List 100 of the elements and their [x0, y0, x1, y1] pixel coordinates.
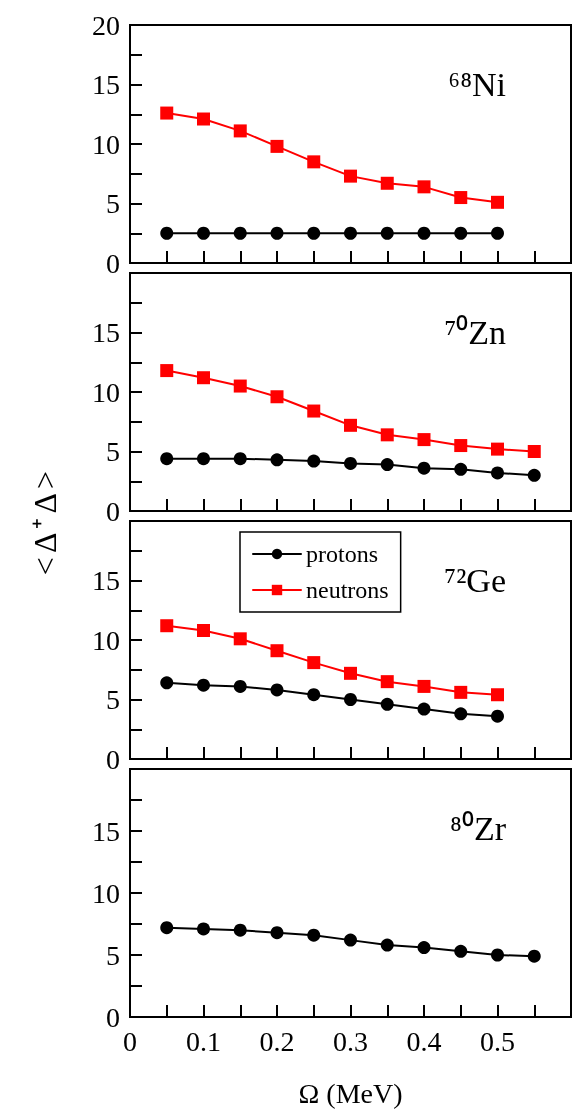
y-tick-label: 15	[92, 815, 120, 847]
point	[307, 155, 321, 169]
point	[454, 685, 468, 699]
y-tick-label: 0	[106, 495, 120, 527]
point	[491, 442, 504, 456]
y-tick-label: 10	[92, 877, 120, 909]
point	[527, 949, 541, 963]
point	[270, 453, 284, 467]
annotation: ⁸⁰Zr	[450, 809, 507, 847]
point	[160, 921, 174, 935]
point	[270, 226, 284, 240]
y-tick-label: 15	[92, 565, 120, 596]
point	[380, 938, 394, 952]
point	[307, 688, 321, 702]
point	[344, 169, 357, 183]
point	[491, 226, 504, 240]
point	[491, 709, 504, 723]
annotation: ⁶⁸Ni	[448, 65, 507, 103]
point	[417, 941, 431, 955]
point	[233, 379, 247, 393]
point	[380, 428, 394, 442]
y-tick-label: 20	[92, 9, 120, 41]
point	[380, 226, 394, 240]
y-tick-label: 10	[92, 128, 120, 160]
annotation: ⁷⁰Zn	[444, 313, 506, 351]
y-tick-label: 5	[106, 684, 120, 715]
x-tick-label: 0.4	[406, 1025, 442, 1057]
point	[233, 226, 247, 240]
point	[417, 679, 431, 693]
point	[527, 445, 541, 458]
point	[491, 948, 504, 962]
point	[307, 404, 321, 418]
point	[160, 226, 174, 240]
point	[344, 693, 357, 706]
point	[270, 926, 284, 940]
point	[454, 462, 468, 476]
point	[454, 707, 468, 721]
x-axis-title: Ω (MeV)	[298, 1077, 403, 1109]
point	[197, 922, 210, 936]
y-tick-label: 0	[106, 743, 120, 775]
point	[270, 644, 284, 658]
point	[380, 675, 394, 689]
point	[197, 112, 210, 126]
point	[454, 226, 468, 240]
point	[197, 678, 210, 692]
y-tick-label: 5	[106, 188, 120, 219]
point	[344, 456, 357, 470]
y-tick-label: 5	[106, 436, 120, 467]
x-tick-label: 0.5	[480, 1025, 515, 1057]
legend-label: protons	[306, 541, 378, 567]
point	[197, 226, 210, 240]
point	[491, 466, 504, 480]
point	[307, 928, 321, 942]
y-tick-label: 10	[92, 624, 120, 656]
point	[417, 180, 431, 194]
point	[454, 944, 468, 958]
point	[160, 676, 174, 690]
point	[380, 176, 394, 190]
y-axis-title: <Δ⁺Δ>	[26, 465, 64, 578]
point	[491, 688, 504, 702]
x-tick-label: 0.1	[186, 1025, 221, 1057]
point	[197, 371, 210, 385]
point	[233, 923, 247, 937]
y-tick-label: 15	[92, 317, 120, 348]
point	[454, 439, 468, 453]
point	[270, 139, 284, 153]
legend-label: neutrons	[306, 577, 389, 603]
point	[527, 468, 541, 482]
point	[160, 619, 174, 633]
point	[197, 623, 210, 637]
point	[344, 418, 357, 432]
point	[417, 702, 431, 716]
point	[344, 933, 357, 947]
y-tick-label: 10	[92, 376, 120, 408]
point	[233, 124, 247, 138]
point	[380, 458, 394, 472]
x-tick-label: 0.2	[259, 1025, 295, 1057]
point	[417, 226, 431, 240]
point	[160, 364, 174, 378]
y-tick-label: 5	[106, 939, 120, 971]
point	[233, 452, 247, 466]
annotation: ⁷²Ge	[444, 561, 507, 599]
point	[307, 454, 321, 468]
point	[344, 226, 357, 240]
y-tick-label: 0	[106, 247, 120, 279]
y-tick-label: 0	[106, 1001, 120, 1033]
point	[307, 656, 321, 670]
point	[380, 697, 394, 711]
point	[417, 461, 431, 475]
point	[270, 390, 284, 404]
point	[270, 683, 284, 697]
point	[233, 679, 247, 693]
x-tick-label: 0.3	[333, 1025, 368, 1057]
point	[491, 195, 504, 209]
y-tick-label: 15	[92, 69, 120, 100]
point	[307, 226, 321, 240]
point	[417, 433, 431, 447]
point	[160, 106, 174, 120]
point	[160, 452, 174, 466]
point	[233, 632, 247, 646]
